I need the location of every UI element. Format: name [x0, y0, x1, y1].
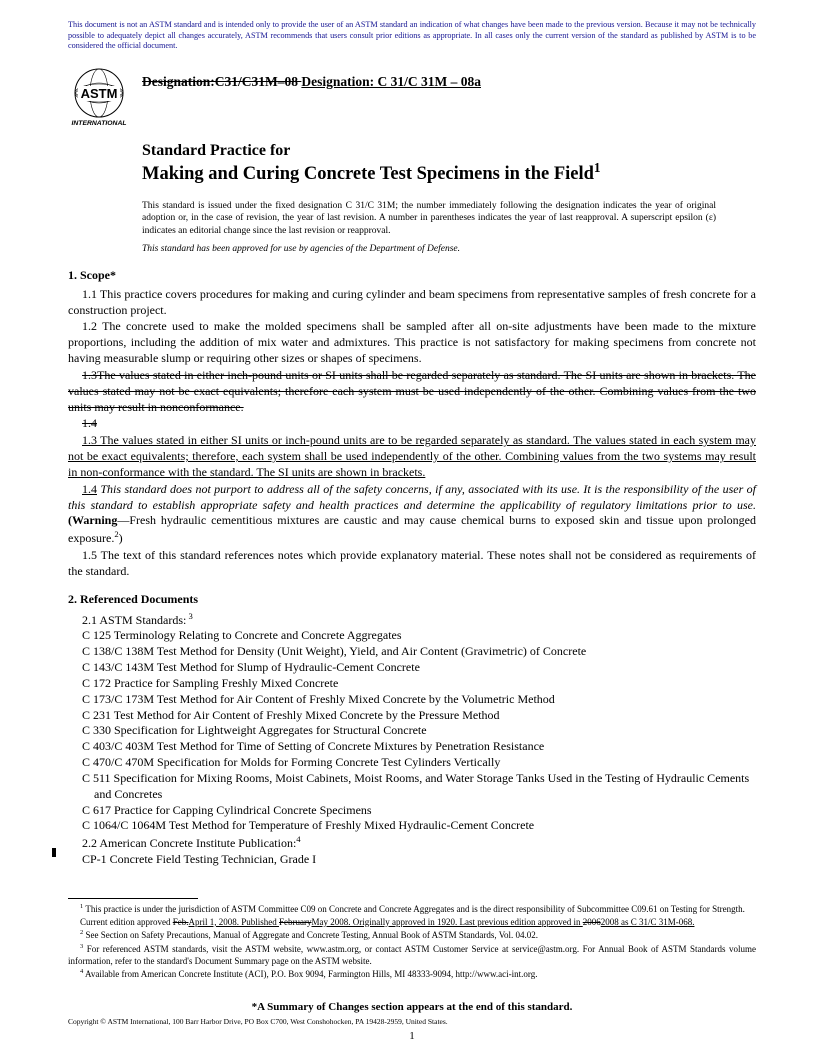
copyright-line: Copyright © ASTM International, 100 Barr… [68, 1017, 756, 1026]
para-1-4-struck-label: 1.4 [68, 416, 756, 432]
para-1-3-struck: 1.3The values stated in either inch-poun… [68, 368, 756, 415]
svg-text:ASTM: ASTM [81, 86, 118, 101]
ref-item: C 1064/C 1064M Test Method for Temperatu… [68, 818, 756, 834]
title-kicker: Standard Practice for [142, 141, 756, 160]
title-block: Standard Practice for Making and Curing … [142, 141, 756, 186]
section-2-head: 2. Referenced Documents [68, 592, 756, 607]
ref-2-2: 2.2 American Concrete Institute Publicat… [68, 834, 756, 852]
designation-struck: Designation:C31/C31M–08 [142, 74, 301, 89]
issuance-text: This standard is issued under the fixed … [142, 200, 716, 238]
footnote-4: 4 Available from American Concrete Insti… [68, 968, 756, 981]
para-1-1: 1.1 This practice covers procedures for … [68, 287, 756, 319]
ref-item: C 231 Test Method for Air Content of Fre… [68, 708, 756, 724]
para-1-5: 1.5 The text of this standard references… [68, 548, 756, 580]
page-container: This document is not an ASTM standard an… [0, 0, 816, 1062]
ref-list: 2.1 ASTM Standards: 3 C 125 Terminology … [68, 611, 756, 868]
section-1-head: 1. Scope* [68, 268, 756, 283]
issuance-block: This standard is issued under the fixed … [142, 200, 756, 256]
ref-item: C 330 Specification for Lightweight Aggr… [68, 723, 756, 739]
designation-new: Designation: C 31/C 31M – 08a [301, 74, 481, 89]
svg-text:INTERNATIONAL: INTERNATIONAL [72, 120, 127, 127]
footnote-2: 2 See Section on Safety Precautions, Man… [68, 929, 756, 942]
ref-item: C 172 Practice for Sampling Freshly Mixe… [68, 676, 756, 692]
ref-item: C 173/C 173M Test Method for Air Content… [68, 692, 756, 708]
ref-item: C 470/C 470M Specification for Molds for… [68, 755, 756, 771]
footnote-1b: Current edition approved Feb.April 1, 20… [68, 917, 756, 929]
change-bar [52, 848, 56, 857]
ref-item: C 143/C 143M Test Method for Slump of Hy… [68, 660, 756, 676]
ref-item: C 403/C 403M Test Method for Time of Set… [68, 739, 756, 755]
header-row: ASTM INTERNATIONAL Designation:C31/C31M–… [68, 68, 756, 133]
astm-logo: ASTM INTERNATIONAL [68, 68, 130, 133]
ref-item: C 125 Terminology Relating to Concrete a… [68, 628, 756, 644]
footnote-rule [68, 898, 198, 899]
footnotes: 1 This practice is under the jurisdictio… [68, 903, 756, 981]
ref-item: C 511 Specification for Mixing Rooms, Mo… [68, 771, 756, 803]
para-1-3-new: 1.3 The values stated in either SI units… [68, 433, 756, 480]
summary-of-changes: *A Summary of Changes section appears at… [68, 1001, 756, 1013]
para-1-4-new: 1.4 This standard does not purport to ad… [68, 482, 756, 547]
astm-logo-svg: ASTM INTERNATIONAL [68, 68, 130, 128]
ref-2-1: 2.1 ASTM Standards: 3 [68, 611, 756, 629]
ref-item: C 617 Practice for Capping Cylindrical C… [68, 803, 756, 819]
page-number: 1 [68, 1030, 756, 1042]
designation-line: Designation:C31/C31M–08 Designation: C 3… [142, 74, 481, 90]
ref-item: C 138/C 138M Test Method for Density (Un… [68, 644, 756, 660]
footnote-3: 3 For referenced ASTM standards, visit t… [68, 943, 756, 967]
disclaimer-text: This document is not an ASTM standard an… [68, 20, 756, 52]
ref-item-cp1: CP-1 Concrete Field Testing Technician, … [68, 852, 756, 868]
title-main: Making and Curing Concrete Test Specimen… [142, 160, 756, 185]
para-1-2: 1.2 The concrete used to make the molded… [68, 319, 756, 366]
footnote-1a: 1 This practice is under the jurisdictio… [68, 903, 756, 916]
issuance-dod: This standard has been approved for use … [142, 243, 716, 256]
